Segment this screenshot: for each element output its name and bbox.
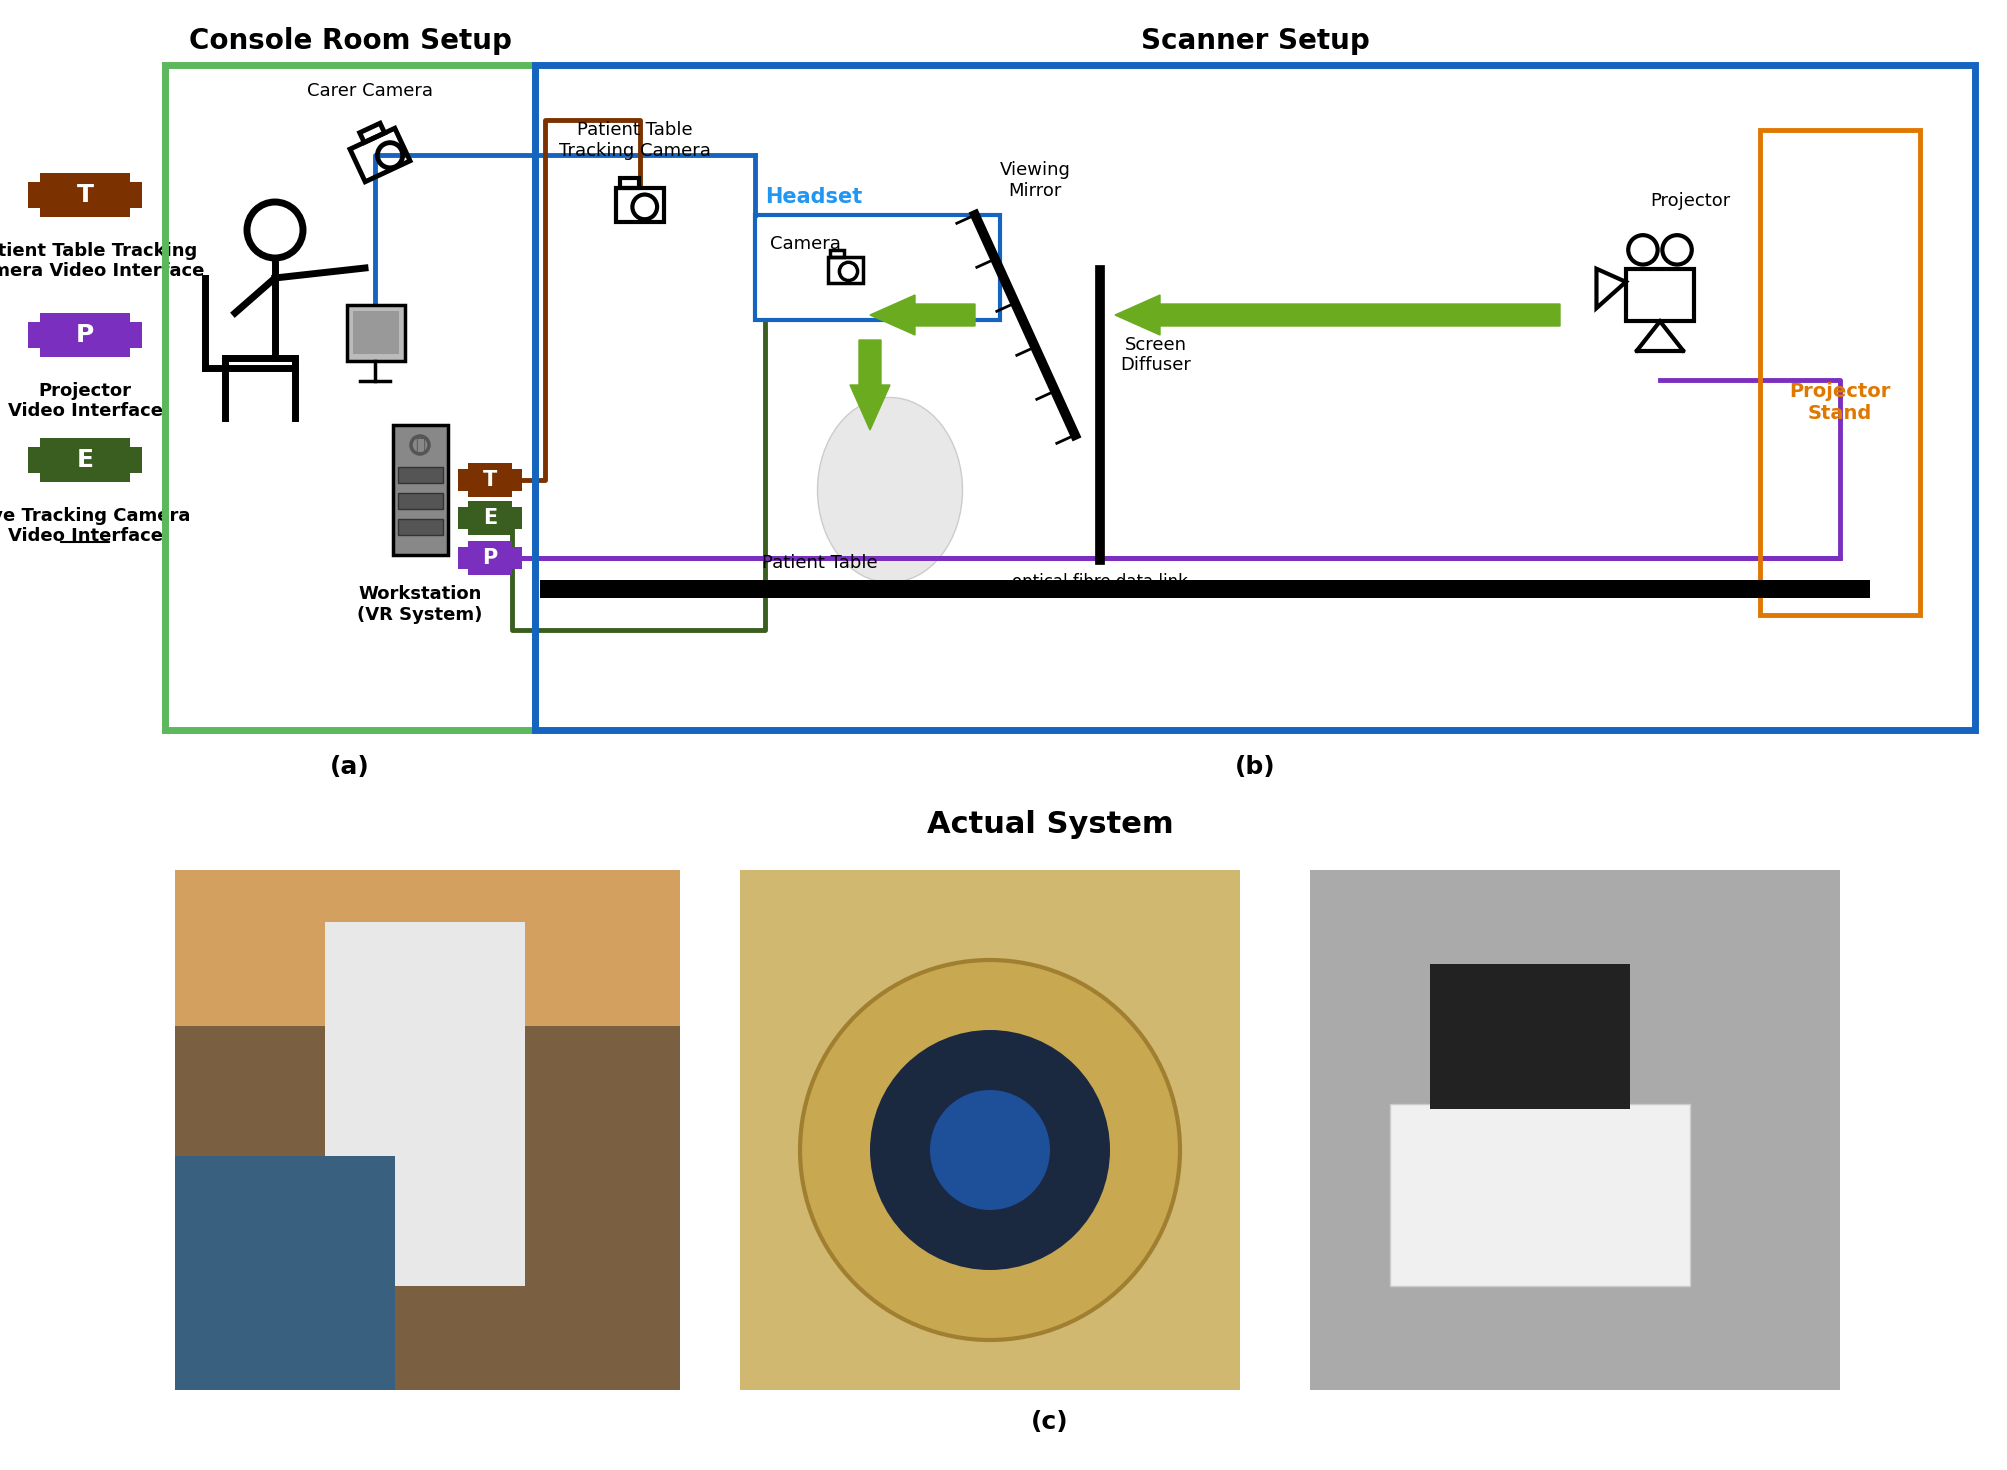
Bar [130, 182, 142, 207]
Text: Patient Table: Patient Table [763, 554, 877, 572]
Bar [40, 313, 130, 357]
Text: (c): (c) [1032, 1410, 1070, 1435]
Text: optical fibre data link: optical fibre data link [1012, 573, 1188, 591]
Text: E: E [76, 448, 94, 472]
Bar [397, 492, 442, 509]
Bar [831, 250, 845, 257]
Text: Projector
Stand: Projector Stand [1790, 382, 1891, 423]
Bar [1626, 269, 1694, 322]
Bar [347, 304, 405, 362]
Bar [397, 519, 442, 535]
Bar [468, 541, 512, 575]
Bar [1391, 1104, 1690, 1286]
Bar [393, 425, 448, 556]
Text: Carer Camera: Carer Camera [307, 82, 434, 100]
Text: Scanner Setup: Scanner Setup [1140, 26, 1369, 54]
Text: Camera Video Interface: Camera Video Interface [0, 262, 205, 279]
Bar [175, 870, 680, 1026]
Bar [165, 65, 536, 731]
Text: P: P [76, 323, 94, 347]
Bar [512, 469, 522, 491]
Text: (b): (b) [1234, 756, 1274, 779]
Text: Eye Tracking Camera: Eye Tracking Camera [0, 507, 191, 525]
Text: (a): (a) [329, 756, 369, 779]
Bar [458, 547, 468, 569]
Bar [458, 507, 468, 529]
Text: Workstation
(VR System): Workstation (VR System) [357, 585, 484, 623]
Bar [130, 322, 142, 348]
Bar [827, 257, 863, 282]
Bar [512, 507, 522, 529]
Text: T: T [76, 182, 94, 207]
Bar [325, 922, 526, 1286]
Bar [620, 178, 638, 188]
Bar [28, 322, 40, 348]
Text: ⏻: ⏻ [415, 437, 425, 454]
Text: Patient Table
Tracking Camera: Patient Table Tracking Camera [560, 121, 710, 160]
Bar [1311, 870, 1840, 1391]
Text: Headset: Headset [765, 187, 863, 207]
Bar [40, 173, 130, 218]
Circle shape [929, 1089, 1050, 1210]
Bar [353, 312, 399, 354]
FancyArrow shape [869, 295, 975, 335]
Bar [175, 870, 680, 1391]
Bar [28, 447, 40, 473]
Text: Projector: Projector [1650, 193, 1730, 210]
Bar [28, 182, 40, 207]
Text: Projector: Projector [38, 382, 132, 400]
FancyArrow shape [851, 340, 889, 431]
Text: P: P [482, 548, 498, 567]
Bar [512, 547, 522, 569]
Text: Screen
Diffuser: Screen Diffuser [1120, 335, 1190, 375]
Bar [540, 581, 1871, 598]
Bar [458, 469, 468, 491]
Bar [1760, 129, 1921, 614]
FancyArrow shape [1116, 295, 1559, 335]
Bar [741, 870, 1240, 1391]
Text: Camera: Camera [771, 235, 841, 253]
Ellipse shape [817, 397, 963, 582]
Text: E: E [484, 509, 498, 528]
Circle shape [801, 960, 1180, 1341]
Bar [616, 188, 664, 222]
Bar [468, 501, 512, 535]
Bar [397, 467, 442, 484]
Bar [1431, 964, 1630, 1110]
Text: Console Room Setup: Console Room Setup [189, 26, 512, 54]
Bar [175, 1155, 395, 1391]
Text: Video Interface: Video Interface [8, 401, 163, 420]
Bar [755, 215, 999, 320]
Bar [536, 65, 1975, 731]
Bar [40, 438, 130, 482]
Text: Actual System: Actual System [927, 810, 1174, 839]
Text: Video Interface: Video Interface [8, 528, 163, 545]
Bar [468, 463, 512, 497]
Circle shape [869, 1030, 1110, 1270]
Text: Patient Table Tracking: Patient Table Tracking [0, 243, 197, 260]
Text: Viewing
Mirror: Viewing Mirror [999, 162, 1070, 200]
Text: T: T [484, 470, 498, 490]
Bar [130, 447, 142, 473]
